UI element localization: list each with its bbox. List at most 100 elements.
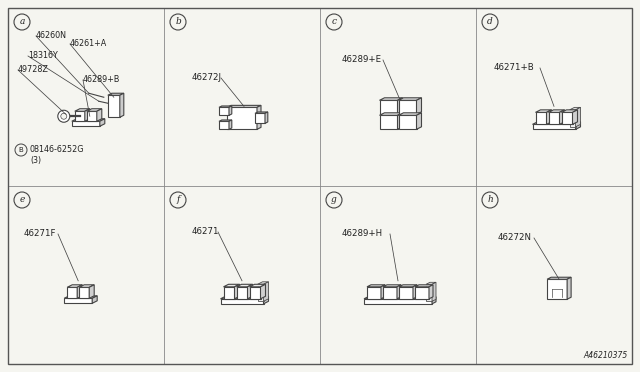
Polygon shape [219,106,232,108]
Polygon shape [223,284,239,287]
Polygon shape [532,122,580,124]
Polygon shape [536,112,547,124]
Polygon shape [120,93,124,117]
Polygon shape [397,113,403,129]
Polygon shape [75,111,85,121]
Polygon shape [250,284,266,287]
Polygon shape [383,287,397,299]
Text: 46271F: 46271F [24,230,56,238]
Text: 18316Y: 18316Y [28,51,58,61]
Text: a: a [19,17,25,26]
Text: 46289+B: 46289+B [83,76,120,84]
Text: 46272N: 46272N [498,234,532,243]
Polygon shape [219,120,232,121]
Polygon shape [248,284,253,299]
Circle shape [14,192,30,208]
Polygon shape [64,296,97,298]
Polygon shape [108,93,124,95]
Polygon shape [547,279,567,299]
Circle shape [14,14,30,30]
Polygon shape [413,285,417,299]
Polygon shape [364,299,432,304]
Polygon shape [561,110,577,112]
Polygon shape [417,113,422,129]
Polygon shape [399,287,413,299]
Text: 46260N: 46260N [36,32,67,41]
Polygon shape [79,287,89,298]
Text: 49728Z: 49728Z [18,65,49,74]
Polygon shape [536,110,552,112]
Polygon shape [367,285,385,287]
Circle shape [58,110,70,122]
Polygon shape [221,299,264,304]
Polygon shape [399,285,417,287]
Polygon shape [264,282,269,301]
Polygon shape [367,287,381,299]
Polygon shape [417,98,422,114]
Polygon shape [237,287,248,299]
Polygon shape [64,298,92,303]
Polygon shape [92,296,97,303]
Polygon shape [432,282,436,301]
Polygon shape [399,100,417,114]
Polygon shape [380,98,403,100]
Polygon shape [97,109,102,121]
Polygon shape [237,284,253,287]
Circle shape [326,192,342,208]
Polygon shape [364,297,436,299]
Polygon shape [223,287,234,299]
Text: b: b [175,17,181,26]
Polygon shape [250,287,260,299]
Polygon shape [265,112,268,124]
Circle shape [15,144,27,156]
Polygon shape [575,122,580,129]
Text: 46271: 46271 [192,228,220,237]
Polygon shape [87,111,97,121]
Polygon shape [221,296,269,299]
Text: (3): (3) [30,157,41,166]
Polygon shape [426,284,432,301]
Polygon shape [87,109,102,111]
Polygon shape [85,109,90,121]
Polygon shape [234,284,239,299]
Polygon shape [260,284,266,299]
Polygon shape [383,285,401,287]
Circle shape [482,192,498,208]
Polygon shape [108,95,120,117]
Polygon shape [570,110,575,127]
Text: g: g [331,196,337,205]
Polygon shape [227,105,261,108]
Polygon shape [72,121,100,126]
Polygon shape [399,98,422,100]
Text: 46289+H: 46289+H [342,230,383,238]
Circle shape [482,14,498,30]
Text: A46210375: A46210375 [584,351,628,360]
Polygon shape [575,108,580,127]
Text: c: c [332,17,337,26]
Polygon shape [257,284,264,301]
Polygon shape [257,282,269,284]
Polygon shape [77,285,82,298]
Polygon shape [229,106,232,115]
Polygon shape [255,113,265,124]
Polygon shape [89,285,94,298]
Polygon shape [559,110,564,124]
Text: e: e [19,196,25,205]
Text: 08146-6252G: 08146-6252G [30,145,84,154]
Polygon shape [397,98,403,114]
Circle shape [326,14,342,30]
Text: f: f [176,196,180,205]
Polygon shape [547,277,571,279]
Circle shape [170,192,186,208]
Polygon shape [567,277,571,299]
Text: 46289+E: 46289+E [342,55,382,64]
Text: 46272J: 46272J [192,74,222,83]
Polygon shape [399,113,422,115]
Polygon shape [67,287,77,298]
Polygon shape [381,285,385,299]
Text: h: h [487,196,493,205]
Polygon shape [397,285,401,299]
Polygon shape [380,100,397,114]
Polygon shape [573,110,577,124]
Polygon shape [380,115,397,129]
